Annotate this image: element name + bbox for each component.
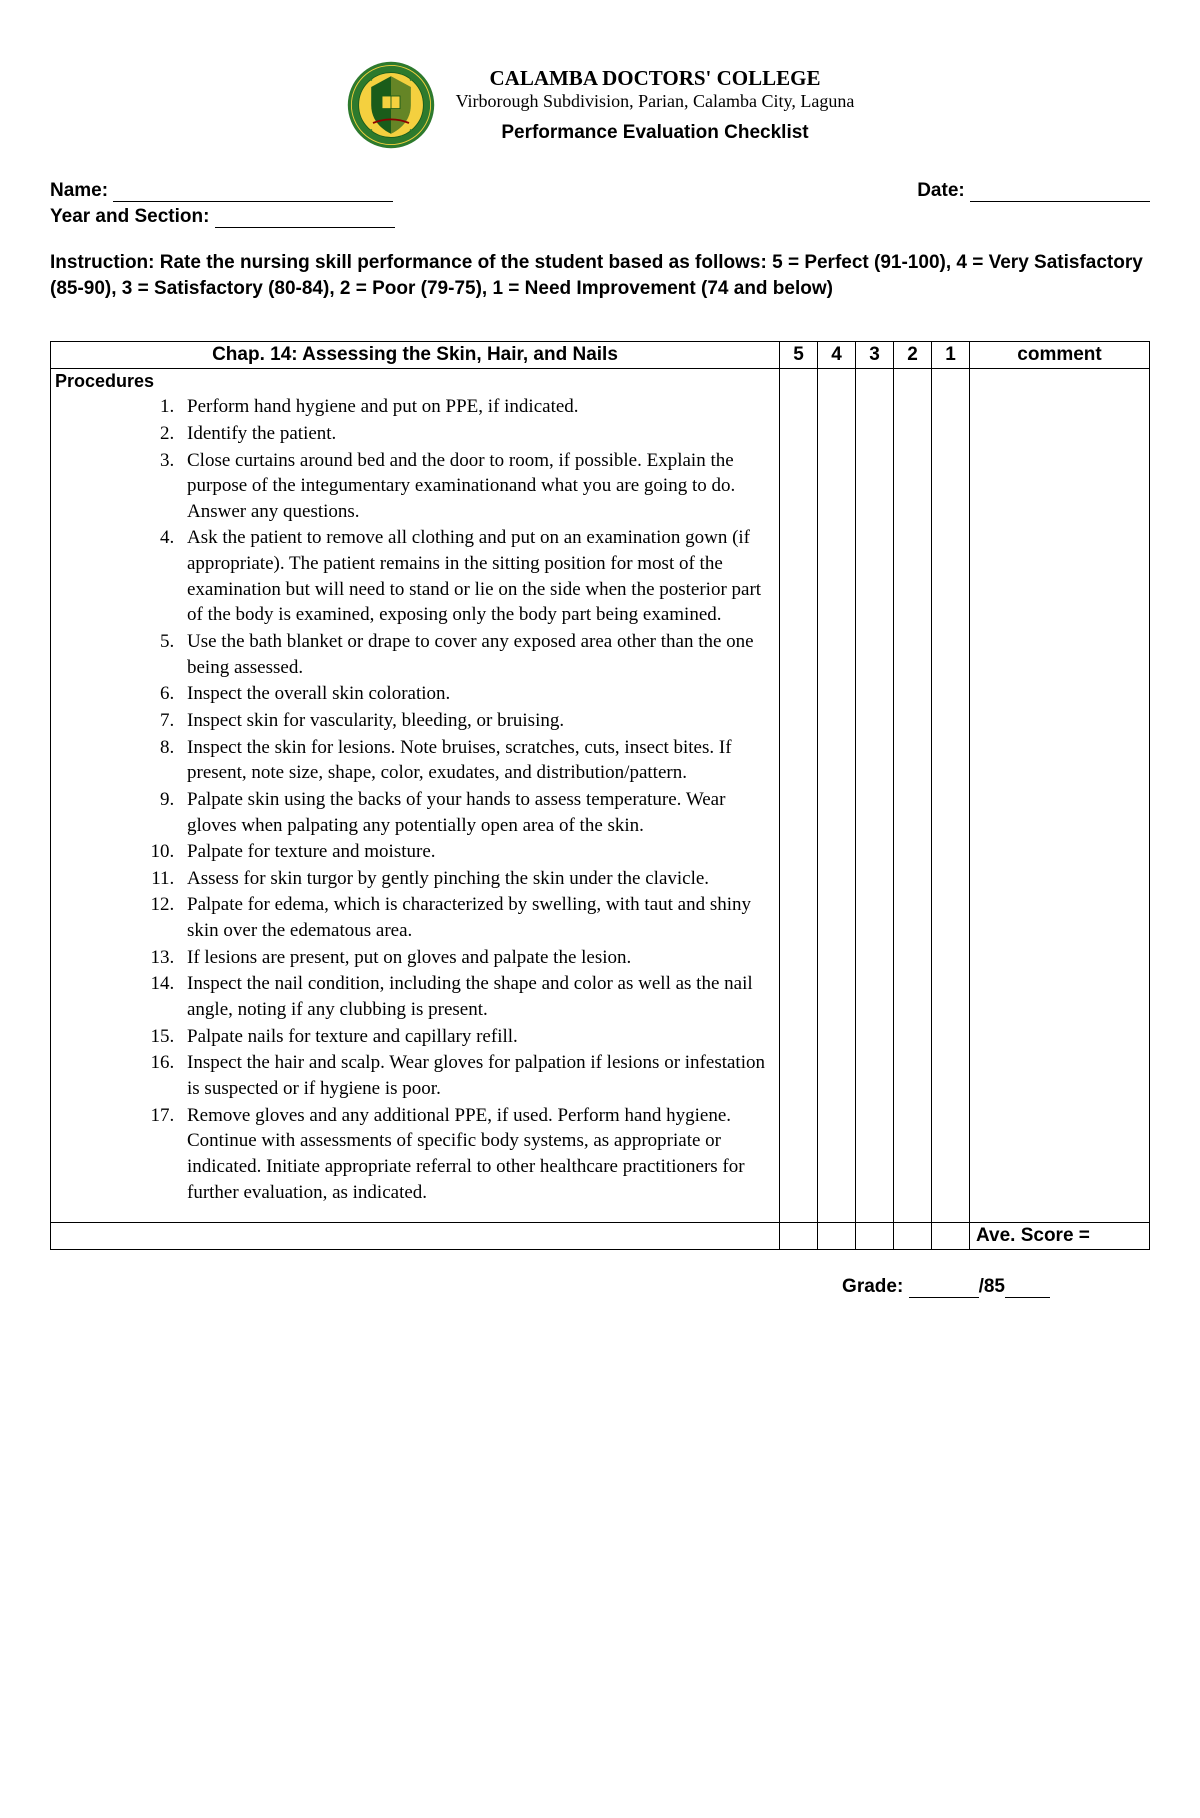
- evaluation-table: Chap. 14: Assessing the Skin, Hair, and …: [50, 341, 1150, 1250]
- procedure-item: Identify the patient.: [179, 421, 771, 447]
- instruction-text: Instruction: Rate the nursing skill perf…: [50, 250, 1150, 301]
- rating-head-4: 4: [818, 342, 856, 369]
- rating-head-3: 3: [856, 342, 894, 369]
- procedure-item: Remove gloves and any additional PPE, if…: [179, 1103, 771, 1206]
- procedure-item: Ask the patient to remove all clothing a…: [179, 525, 771, 628]
- procedure-item: Perform hand hygiene and put on PPE, if …: [179, 394, 771, 420]
- rating-cell-4[interactable]: [818, 369, 856, 1223]
- rating-head-2: 2: [894, 342, 932, 369]
- date-input[interactable]: [970, 183, 1150, 202]
- rating-cell-2[interactable]: [894, 369, 932, 1223]
- name-label: Name:: [50, 180, 108, 201]
- grade-trail: [1005, 1279, 1050, 1298]
- procedure-item: Inspect the skin for lesions. Note bruis…: [179, 735, 771, 786]
- rating-cell-3[interactable]: [856, 369, 894, 1223]
- college-seal-icon: [346, 60, 436, 150]
- procedure-item: Palpate skin using the backs of your han…: [179, 787, 771, 838]
- grade-blank[interactable]: [909, 1279, 979, 1298]
- rating-head-1: 1: [932, 342, 970, 369]
- ave-score-row: Ave. Score =: [51, 1223, 1150, 1250]
- grade-line: Grade: /85: [50, 1276, 1150, 1298]
- grade-denominator: /85: [979, 1276, 1005, 1297]
- date-label: Date:: [917, 180, 965, 201]
- procedure-item: Inspect the nail condition, including th…: [179, 971, 771, 1022]
- year-section-label: Year and Section:: [50, 206, 209, 227]
- chapter-title: Chap. 14: Assessing the Skin, Hair, and …: [51, 342, 780, 369]
- grade-label: Grade:: [842, 1276, 903, 1297]
- name-input[interactable]: [113, 183, 393, 202]
- comment-cell[interactable]: [970, 369, 1150, 1223]
- form-fields: Name: Date: Year and Section:: [50, 180, 1150, 228]
- year-section-input[interactable]: [215, 209, 395, 228]
- procedures-list: Perform hand hygiene and put on PPE, if …: [59, 394, 771, 1205]
- checklist-title: Performance Evaluation Checklist: [456, 122, 855, 144]
- college-address: Virborough Subdivision, Parian, Calamba …: [456, 91, 855, 112]
- procedure-item: Assess for skin turgor by gently pinchin…: [179, 866, 771, 892]
- procedures-label: Procedures: [55, 371, 771, 392]
- table-header-row: Chap. 14: Assessing the Skin, Hair, and …: [51, 342, 1150, 369]
- header: CALAMBA DOCTORS' COLLEGE Virborough Subd…: [50, 60, 1150, 150]
- procedure-item: Inspect the hair and scalp. Wear gloves …: [179, 1050, 771, 1101]
- procedure-item: Palpate for edema, which is characterize…: [179, 892, 771, 943]
- procedures-row: Procedures Perform hand hygiene and put …: [51, 369, 1150, 1223]
- comment-head: comment: [970, 342, 1150, 369]
- procedure-item: Use the bath blanket or drape to cover a…: [179, 629, 771, 680]
- college-name: CALAMBA DOCTORS' COLLEGE: [456, 66, 855, 91]
- procedure-item: If lesions are present, put on gloves an…: [179, 945, 771, 971]
- procedure-item: Inspect skin for vascularity, bleeding, …: [179, 708, 771, 734]
- procedure-item: Inspect the overall skin coloration.: [179, 681, 771, 707]
- procedure-item: Palpate for texture and moisture.: [179, 839, 771, 865]
- rating-head-5: 5: [780, 342, 818, 369]
- rating-cell-1[interactable]: [932, 369, 970, 1223]
- ave-score-label: Ave. Score =: [970, 1223, 1150, 1250]
- procedure-item: Close curtains around bed and the door t…: [179, 448, 771, 525]
- rating-cell-5[interactable]: [780, 369, 818, 1223]
- procedure-item: Palpate nails for texture and capillary …: [179, 1024, 771, 1050]
